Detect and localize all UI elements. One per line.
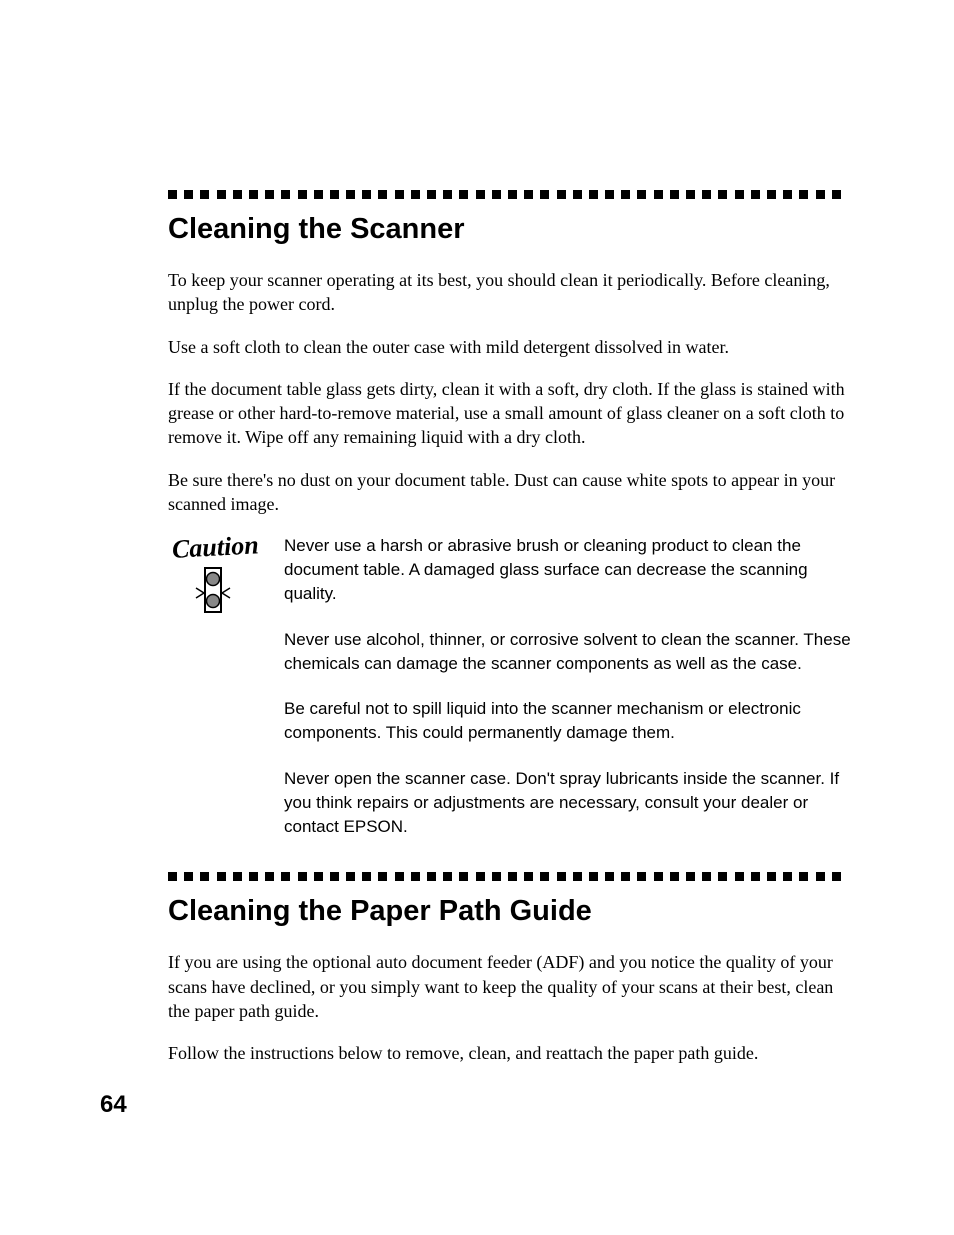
caution-block: Caution Never use a harsh or abrasive br… (168, 534, 854, 838)
traffic-light-icon (192, 566, 234, 614)
body-paragraph: Be sure there's no dust on your document… (168, 468, 854, 517)
body-paragraph: Follow the instructions below to remove,… (168, 1041, 854, 1065)
section-divider (168, 872, 854, 881)
caution-body: Never use a harsh or abrasive brush or c… (284, 534, 854, 838)
section-divider (168, 190, 854, 199)
body-paragraph: If you are using the optional auto docum… (168, 950, 854, 1023)
caution-label-column: Caution (168, 534, 284, 619)
body-paragraph: Use a soft cloth to clean the outer case… (168, 335, 854, 359)
caution-item: Never use a harsh or abrasive brush or c… (284, 534, 854, 605)
body-paragraph: If the document table glass gets dirty, … (168, 377, 854, 450)
page-number: 64 (100, 1091, 127, 1119)
caution-item: Never open the scanner case. Don't spray… (284, 767, 854, 838)
caution-item: Be careful not to spill liquid into the … (284, 697, 854, 745)
caution-item: Never use alcohol, thinner, or corrosive… (284, 628, 854, 676)
body-paragraph: To keep your scanner operating at its be… (168, 268, 854, 317)
manual-page: Cleaning the Scanner To keep your scanne… (0, 0, 954, 1235)
section-heading-paper-path: Cleaning the Paper Path Guide (168, 895, 854, 928)
section-heading-scanner: Cleaning the Scanner (168, 213, 854, 246)
caution-label: Caution (171, 531, 288, 563)
